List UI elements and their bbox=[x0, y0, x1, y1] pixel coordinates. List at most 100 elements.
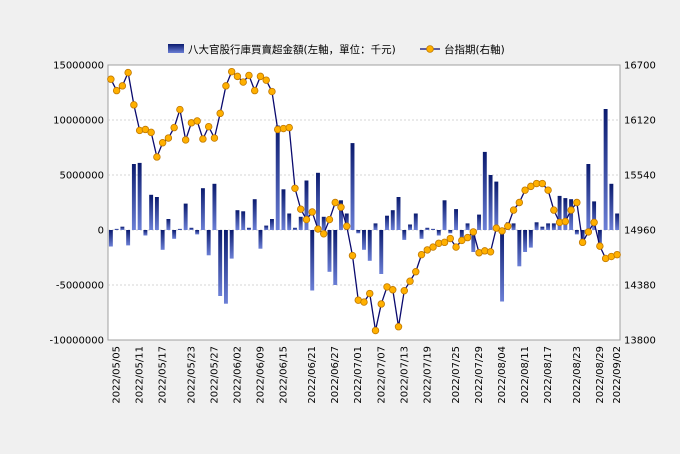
line-point bbox=[193, 117, 201, 125]
line-point bbox=[423, 246, 431, 254]
bar bbox=[316, 172, 320, 230]
bar bbox=[137, 162, 142, 230]
line-point bbox=[417, 250, 426, 259]
bar bbox=[592, 201, 597, 230]
bar bbox=[511, 223, 516, 230]
left-axis-tick-label: -10000000 bbox=[49, 336, 104, 347]
line-series bbox=[107, 67, 621, 335]
bar bbox=[488, 175, 493, 230]
line-point bbox=[176, 105, 184, 114]
line-point bbox=[492, 224, 501, 232]
line-point bbox=[153, 153, 161, 161]
line-point bbox=[158, 139, 167, 147]
line-point bbox=[371, 326, 380, 335]
bar bbox=[362, 230, 366, 250]
bar bbox=[431, 228, 435, 230]
bar bbox=[154, 197, 159, 230]
line-point bbox=[527, 182, 535, 191]
line-point bbox=[498, 227, 506, 235]
bar bbox=[379, 230, 384, 274]
line-point bbox=[463, 233, 472, 242]
bar bbox=[114, 228, 119, 230]
line-point bbox=[561, 217, 570, 226]
line-point bbox=[130, 101, 138, 109]
x-axis-tick-label: 2022/07/25 bbox=[451, 346, 462, 404]
bar bbox=[500, 230, 505, 302]
x-axis-tick-label: 2022/06/02 bbox=[232, 346, 243, 404]
bar bbox=[246, 227, 251, 230]
right-axis-tick-label: 15540 bbox=[624, 171, 656, 182]
bar bbox=[108, 230, 113, 247]
x-axis-tick-label: 2022/07/29 bbox=[474, 346, 485, 404]
x-axis-tick-label: 2022/08/17 bbox=[543, 346, 554, 404]
line-point bbox=[521, 186, 529, 194]
bar bbox=[609, 183, 614, 230]
line-point bbox=[118, 82, 127, 90]
line-point bbox=[210, 134, 219, 142]
bar bbox=[189, 227, 194, 230]
line-point bbox=[389, 286, 397, 294]
line-point bbox=[446, 234, 454, 243]
line-point bbox=[469, 228, 478, 236]
line-point bbox=[613, 250, 621, 259]
line-point bbox=[567, 206, 575, 214]
line-point bbox=[222, 82, 230, 90]
line-point bbox=[250, 86, 259, 95]
legend-bar-swatch bbox=[168, 44, 184, 53]
x-axis-tick-label: 2022/08/29 bbox=[595, 346, 606, 404]
x-axis-tick-label: 2022/07/07 bbox=[376, 346, 387, 404]
line-point bbox=[515, 198, 524, 207]
line-point bbox=[285, 123, 293, 132]
line-point bbox=[486, 248, 495, 256]
bar bbox=[304, 180, 309, 230]
line-point bbox=[383, 283, 391, 291]
x-axis-tick-label: 2022/06/09 bbox=[255, 346, 266, 404]
line-point bbox=[262, 76, 270, 84]
line-point bbox=[584, 228, 593, 236]
x-axis-tick-label: 2022/05/27 bbox=[209, 346, 220, 404]
line-point bbox=[406, 277, 414, 285]
line-point bbox=[348, 251, 357, 260]
line-point bbox=[343, 222, 351, 230]
bar bbox=[235, 210, 240, 230]
bar bbox=[557, 195, 562, 230]
bar bbox=[143, 230, 148, 236]
line-point bbox=[147, 128, 155, 137]
bar bbox=[120, 226, 125, 230]
line-point bbox=[291, 184, 299, 192]
bar bbox=[413, 213, 418, 230]
line-point bbox=[181, 136, 190, 144]
bar bbox=[465, 223, 470, 230]
bar bbox=[402, 230, 407, 240]
bar bbox=[580, 230, 585, 244]
line-point bbox=[360, 298, 368, 306]
line-point bbox=[394, 323, 403, 331]
x-axis-tick-label: 2022/05/23 bbox=[186, 346, 197, 404]
bar bbox=[126, 230, 131, 246]
x-axis-tick-label: 2022/08/04 bbox=[497, 346, 508, 404]
bar bbox=[287, 213, 292, 230]
x-axis-tick-label: 2022/09/02 bbox=[612, 346, 623, 404]
line-point bbox=[458, 236, 466, 245]
x-axis-tick-label: 2022/06/27 bbox=[330, 346, 341, 404]
x-axis-tick-label: 2022/07/19 bbox=[422, 346, 433, 404]
bar bbox=[385, 215, 389, 230]
right-axis: 16700 16120 15540 14960 14380 13800 bbox=[624, 61, 656, 347]
plot-area bbox=[107, 64, 621, 341]
x-axis: 2022/05/05 2022/05/11 2022/05/17 2022/05/23… bbox=[112, 346, 623, 404]
line-point bbox=[170, 123, 178, 132]
line-point bbox=[112, 86, 121, 95]
bar bbox=[149, 194, 154, 230]
bar bbox=[131, 164, 136, 230]
bar bbox=[373, 223, 378, 230]
left-axis-tick-label: 15000000 bbox=[53, 61, 104, 72]
left-axis-tick-label: 5000000 bbox=[59, 171, 104, 182]
bar bbox=[477, 214, 482, 230]
bar bbox=[442, 200, 447, 230]
bar bbox=[321, 216, 326, 230]
line-point bbox=[596, 242, 604, 250]
line-point bbox=[320, 230, 328, 238]
left-axis-tick-label: -5000000 bbox=[56, 281, 104, 292]
bar bbox=[517, 230, 522, 267]
bar bbox=[574, 230, 579, 235]
